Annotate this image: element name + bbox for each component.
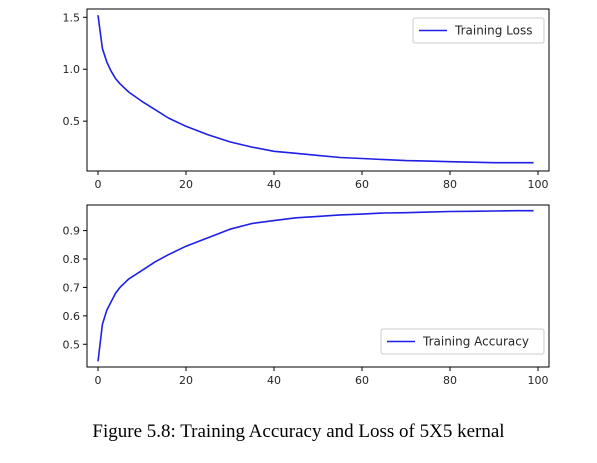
accuracy-chart: 0 20 40 60 80 100 0.5 0.6 0.7 0.8 0.9 Training Accu… <box>63 204 550 387</box>
figure-caption: Figure 5.8: Training Accuracy and Loss o… <box>92 421 505 442</box>
accuracy-y-tick-label: 0.6 <box>63 310 81 323</box>
accuracy-x-tick-label: 0 <box>95 374 102 387</box>
accuracy-legend-box <box>380 328 545 355</box>
accuracy-series-line <box>97 209 534 362</box>
loss-x-tick-label: 0 <box>95 178 102 191</box>
loss-x-tick-label: 100 <box>528 178 549 191</box>
accuracy-legend-label: Training Accuracy <box>422 335 529 349</box>
accuracy-legend: Training Accuracy <box>380 328 545 355</box>
accuracy-x-tick-label: 80 <box>443 374 457 387</box>
loss-y-tick-label: 0.5 <box>63 115 81 128</box>
loss-legend: Training Loss <box>412 17 545 44</box>
accuracy-axes-frame <box>86 204 550 368</box>
accuracy-y-tick-label: 0.9 <box>63 225 81 238</box>
loss-y-tick-label: 1.0 <box>63 63 81 76</box>
loss-y-tick-label: 1.5 <box>63 11 81 24</box>
accuracy-y-tick-label: 0.7 <box>63 281 81 294</box>
accuracy-x-tick-label: 100 <box>528 374 549 387</box>
accuracy-x-tick-label: 60 <box>355 374 369 387</box>
loss-x-tick-label: 80 <box>443 178 457 191</box>
loss-legend-box <box>412 17 545 44</box>
accuracy-y-tick-label: 0.8 <box>63 253 81 266</box>
loss-series-line <box>97 15 534 164</box>
loss-legend-label: Training Loss <box>454 24 532 38</box>
accuracy-x-tick-label: 40 <box>267 374 281 387</box>
loss-chart: 0 20 40 60 80 100 0.5 1.0 1.5 Training Loss <box>63 8 550 191</box>
loss-x-tick-label: 40 <box>267 178 281 191</box>
loss-x-tick-label: 20 <box>179 178 193 191</box>
loss-axes-frame <box>86 8 550 172</box>
accuracy-y-tick-label: 0.5 <box>63 338 81 351</box>
loss-x-tick-label: 60 <box>355 178 369 191</box>
accuracy-x-tick-label: 20 <box>179 374 193 387</box>
